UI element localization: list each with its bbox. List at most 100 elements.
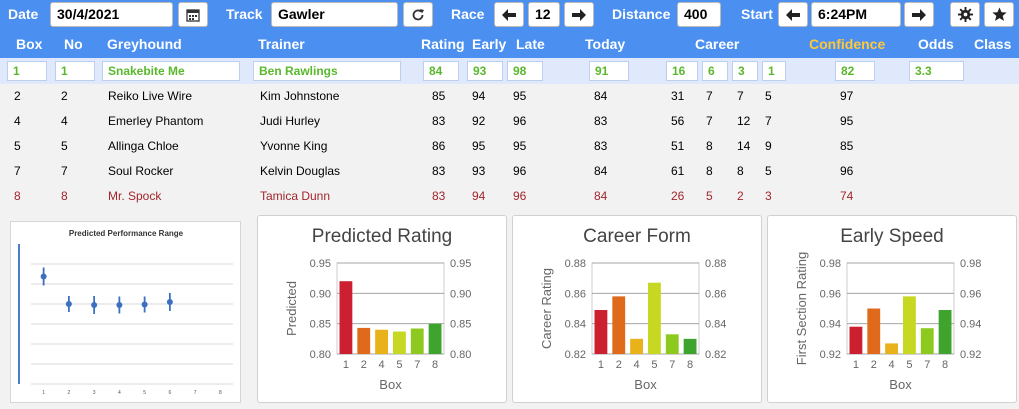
- cell-trainer: Yvonne King: [260, 139, 328, 153]
- selected-career-thirds[interactable]: 1: [762, 61, 786, 81]
- cell-greyhound: Mr. Spock: [108, 189, 162, 203]
- y-tick-label: 0.80: [310, 349, 331, 361]
- col-box[interactable]: Box: [16, 36, 43, 52]
- cell-early: 93: [472, 164, 486, 178]
- y-tick-label: 0.88: [565, 258, 586, 270]
- x-tick-label: 2: [871, 359, 877, 371]
- selected-greyhound[interactable]: Snakebite Me: [102, 61, 240, 81]
- selected-box[interactable]: 1: [7, 61, 47, 81]
- selected-odds[interactable]: 3.3: [909, 61, 964, 81]
- cell-early: 94: [472, 89, 486, 103]
- cell-today: 83: [594, 139, 608, 153]
- bar: [339, 281, 353, 354]
- y-tick-label: 0.90: [310, 288, 331, 300]
- col-no[interactable]: No: [64, 36, 83, 52]
- selected-career-seconds[interactable]: 3: [732, 61, 758, 81]
- selected-career-starts[interactable]: 16: [666, 61, 698, 81]
- col-rating[interactable]: Rating: [421, 36, 465, 52]
- y2-tick-label: 0.92: [960, 349, 981, 361]
- cell-trainer: Kim Johnstone: [260, 89, 340, 103]
- col-early[interactable]: Early: [472, 36, 507, 52]
- x-tick-label: 1: [42, 390, 45, 396]
- cell-today: 83: [594, 114, 608, 128]
- cell-no: 7: [61, 164, 68, 178]
- selected-rating[interactable]: 84: [423, 61, 459, 81]
- table-row[interactable]: 2 2 Reiko Live Wire Kim Johnstone 85 94 …: [0, 84, 1019, 109]
- selected-trainer[interactable]: Ben Rawlings: [253, 61, 401, 81]
- bar: [849, 326, 863, 354]
- cell-confidence: 96: [840, 164, 854, 178]
- cell-box: 5: [14, 139, 21, 153]
- x-tick-label: 2: [361, 359, 367, 371]
- track-field[interactable]: Gawler: [271, 2, 398, 27]
- distance-field[interactable]: 400: [677, 2, 721, 27]
- table-row[interactable]: 8 8 Mr. Spock Tamica Dunn 83 94 96 84 26…: [0, 184, 1019, 209]
- cell-career-seconds: 7: [737, 89, 744, 103]
- chart-title: Predicted Performance Range: [69, 229, 184, 238]
- settings-button[interactable]: [950, 2, 980, 27]
- race-next-button[interactable]: [564, 2, 594, 27]
- early-speed-chart: 0.92 0.92 0.94 0.94 0.96 0.96 0.98 0.98 1 2 4 5 7 8 Bo…: [794, 252, 981, 392]
- calendar-button[interactable]: [178, 2, 208, 27]
- x-tick-label: 1: [598, 359, 604, 371]
- col-trainer[interactable]: Trainer: [258, 36, 305, 52]
- table-row[interactable]: 7 7 Soul Rocker Kelvin Douglas 83 93 96 …: [0, 159, 1019, 184]
- y2-tick-label: 0.98: [960, 258, 981, 270]
- table-row[interactable]: 5 5 Allinga Chloe Yvonne King 86 95 95 8…: [0, 134, 1019, 159]
- distance-label: Distance: [612, 6, 671, 22]
- selected-career-wins[interactable]: 6: [702, 61, 728, 81]
- data-point: [166, 299, 173, 305]
- col-confidence[interactable]: Confidence: [809, 36, 886, 52]
- start-next-button[interactable]: [904, 2, 934, 27]
- y2-tick-label: 0.90: [450, 288, 471, 300]
- race-prev-button[interactable]: [494, 2, 524, 27]
- cell-career-wins: 8: [706, 139, 713, 153]
- race-field[interactable]: 12: [528, 2, 560, 27]
- cell-rating: 83: [432, 114, 446, 128]
- cell-career-wins: 5: [706, 189, 713, 203]
- favorite-button[interactable]: [984, 2, 1014, 27]
- col-late[interactable]: Late: [516, 36, 545, 52]
- x-tick-label: 7: [669, 359, 675, 371]
- col-career[interactable]: Career: [695, 36, 740, 52]
- y-axis-label: First Section Rating: [794, 252, 809, 365]
- toolbar: Date 30/4/2021 Track Gawler Race 12 Dist…: [0, 0, 1019, 30]
- cell-early: 92: [472, 114, 486, 128]
- selected-confidence[interactable]: 82: [835, 61, 875, 81]
- y-axis-label: Career Rating: [539, 268, 554, 349]
- col-odds[interactable]: Odds: [918, 36, 954, 52]
- selected-early[interactable]: 93: [467, 61, 503, 81]
- cell-today: 84: [594, 164, 608, 178]
- selected-no[interactable]: 1: [55, 61, 95, 81]
- start-prev-button[interactable]: [778, 2, 808, 27]
- arrow-left-icon: [502, 8, 516, 21]
- selected-row[interactable]: 1 1 Snakebite Me Ben Rawlings 84 93 98 9…: [0, 58, 1019, 84]
- start-time-field[interactable]: 6:24PM: [811, 2, 901, 27]
- y2-tick-label: 0.80: [450, 349, 471, 361]
- cell-career-wins: 7: [706, 114, 713, 128]
- y-tick-label: 0.84: [565, 319, 586, 331]
- table-row[interactable]: 4 4 Emerley Phantom Judi Hurley 83 92 96…: [0, 109, 1019, 134]
- cell-rating: 85: [432, 89, 446, 103]
- cell-career-starts: 31: [671, 89, 685, 103]
- x-tick-label: 5: [143, 390, 146, 396]
- x-tick-label: 2: [616, 359, 622, 371]
- col-greyhound[interactable]: Greyhound: [107, 36, 182, 52]
- cell-greyhound: Emerley Phantom: [108, 114, 204, 128]
- arrow-right-icon: [912, 8, 926, 21]
- refresh-button[interactable]: [403, 2, 433, 27]
- cell-rating: 86: [432, 139, 446, 153]
- selected-late[interactable]: 98: [507, 61, 543, 81]
- y2-tick-label: 0.95: [450, 258, 471, 270]
- bar: [410, 328, 424, 354]
- performance-range-chart[interactable]: Predicted Performance Range 1 2 3 4 5 6 7 8: [10, 221, 241, 403]
- date-field[interactable]: 30/4/2021: [50, 2, 173, 27]
- gear-icon: [957, 7, 973, 22]
- selected-today[interactable]: 91: [589, 61, 629, 81]
- data-point: [91, 302, 98, 308]
- x-tick-label: 5: [906, 359, 912, 371]
- cell-career-seconds: 8: [737, 164, 744, 178]
- column-header: Box No Greyhound Trainer Rating Early La…: [0, 30, 1019, 58]
- col-today[interactable]: Today: [585, 36, 626, 52]
- col-class[interactable]: Class: [974, 36, 1012, 52]
